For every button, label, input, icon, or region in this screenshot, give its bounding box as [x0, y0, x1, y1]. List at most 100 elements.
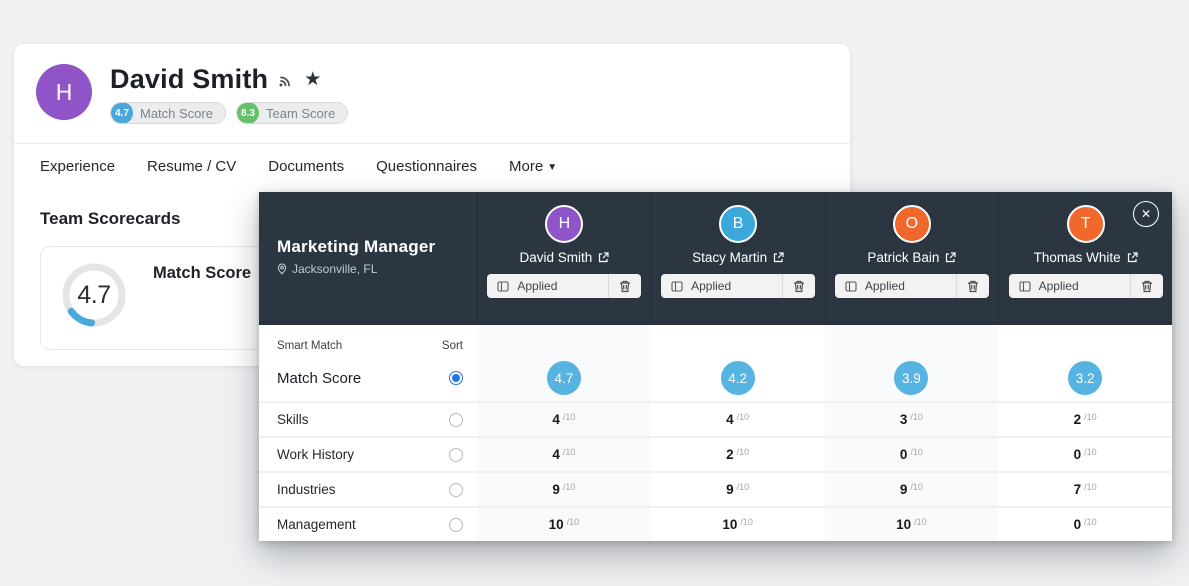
match-score-circle: 4.2 — [720, 361, 755, 395]
trash-icon[interactable] — [957, 274, 989, 298]
tab-questionnaires[interactable]: Questionnaires — [376, 158, 478, 175]
score-denominator: /10 — [736, 446, 750, 457]
avatar: H — [545, 205, 584, 243]
application-status-dropdown[interactable]: Applied — [1008, 274, 1163, 298]
table-row-skills: Skills 4/10 4/10 3/10 2/10 — [259, 401, 1172, 436]
group-label: Smart Match — [277, 340, 343, 352]
score-denominator: /10 — [910, 481, 923, 492]
team-score-badge-label: Team Score — [265, 105, 336, 121]
table-row-management: Management 10/10 10/10 10/10 0/10 — [259, 506, 1172, 541]
tab-resume-cv[interactable]: Resume / CV — [147, 158, 237, 175]
score-value: 4 — [552, 447, 560, 462]
score-denominator: /10 — [910, 411, 923, 422]
trash-icon[interactable] — [1131, 274, 1163, 298]
application-status-dropdown[interactable]: Applied — [661, 274, 816, 298]
score-denominator: /10 — [914, 516, 927, 527]
close-icon[interactable]: ✕ — [1133, 201, 1159, 227]
score-value: 3 — [899, 412, 908, 427]
row-label: Match Score — [277, 369, 362, 387]
external-link-icon — [1127, 252, 1138, 263]
candidate-name-link[interactable]: Thomas White — [1034, 250, 1138, 265]
avatar: B — [719, 205, 758, 243]
sort-radio-industries[interactable] — [449, 482, 463, 497]
gauge-label: Match Score — [153, 264, 252, 282]
section-title: Team Scorecards — [40, 209, 181, 228]
match-score-badge-label: Match Score — [140, 105, 213, 121]
score-value: 2 — [726, 447, 734, 462]
score-denominator: /10 — [562, 411, 576, 422]
score-value: 10 — [722, 517, 738, 532]
external-link-icon — [773, 252, 784, 263]
score-denominator: /10 — [1084, 516, 1097, 527]
score-denominator: /10 — [562, 481, 576, 492]
overlay-header: Marketing Manager Jacksonville, FL H Dav… — [259, 192, 1172, 325]
score-value: 2 — [1073, 412, 1082, 427]
match-score-circle: 4.7 — [546, 361, 581, 395]
pipeline-stage-icon — [1019, 280, 1031, 292]
sort-radio-skills[interactable] — [449, 412, 463, 427]
score-denominator: /10 — [736, 411, 750, 422]
score-value: 4 — [726, 412, 734, 427]
score-denominator: /10 — [1084, 411, 1097, 422]
trash-icon[interactable] — [783, 274, 815, 298]
pipeline-stage-icon — [671, 280, 683, 292]
match-score-gauge: 4.7 — [61, 262, 127, 328]
tab-documents[interactable]: Documents — [268, 158, 345, 175]
score-value: 9 — [899, 482, 908, 497]
score-value: 10 — [548, 517, 564, 532]
candidate-name-link[interactable]: Patrick Bain — [867, 250, 956, 265]
chevron-down-icon: ▼ — [547, 162, 558, 173]
pipeline-stage-icon — [497, 280, 509, 292]
match-score-badge: 4.7 Match Score — [110, 102, 226, 124]
score-value: 0 — [899, 447, 908, 462]
row-label: Management — [277, 517, 356, 532]
application-status-dropdown[interactable]: Applied — [487, 274, 642, 298]
row-label: Work History — [277, 447, 355, 462]
team-scorecard-overlay: Marketing Manager Jacksonville, FL H Dav… — [259, 192, 1172, 541]
favorite-star-icon[interactable]: ★ — [304, 69, 322, 90]
score-denominator: /10 — [1084, 481, 1097, 492]
profile-header: H David Smith ★ 4.7 Match Score — [14, 44, 850, 143]
candidate-name-link[interactable]: David Smith — [519, 250, 609, 265]
application-status-dropdown[interactable]: Applied — [834, 274, 989, 298]
table-row-match-score: Match Score 4.7 4.2 3.9 3.2 — [259, 355, 1172, 401]
row-label: Industries — [277, 482, 336, 497]
table-header-row: Smart Match Sort — [259, 325, 1172, 355]
sort-radio-match-score[interactable] — [449, 371, 463, 385]
tab-experience[interactable]: Experience — [40, 158, 116, 175]
sort-radio-management[interactable] — [449, 517, 463, 532]
score-value: 9 — [726, 482, 734, 497]
score-value: 0 — [1073, 447, 1082, 462]
candidate-column-header: T Thomas White Applied — [998, 192, 1172, 321]
profile-tabs: Experience Resume / CV Documents Questio… — [14, 143, 850, 189]
score-value: 0 — [1073, 517, 1082, 532]
score-denominator: /10 — [736, 481, 750, 492]
score-denominator: /10 — [740, 516, 753, 527]
row-label: Skills — [277, 412, 309, 427]
team-score-badge: 8.3 Team Score — [235, 102, 349, 124]
feed-icon[interactable] — [278, 72, 294, 88]
trash-icon[interactable] — [609, 274, 641, 298]
avatar: H — [36, 64, 92, 120]
sort-column-label: Sort — [441, 340, 463, 352]
avatar: O — [892, 205, 931, 243]
score-value: 4 — [552, 412, 560, 427]
tab-more[interactable]: More ▼ — [509, 158, 558, 175]
score-value: 7 — [1073, 482, 1082, 497]
location-pin-icon — [277, 263, 287, 275]
external-link-icon — [598, 252, 609, 263]
candidate-name-link[interactable]: Stacy Martin — [692, 250, 784, 265]
score-value: 10 — [896, 517, 912, 532]
pipeline-stage-icon — [845, 280, 857, 292]
score-denominator: /10 — [910, 446, 923, 457]
match-score-circle: 3.9 — [894, 361, 929, 395]
score-value: 9 — [552, 482, 560, 497]
candidate-column-header: H David Smith Applied — [477, 192, 651, 321]
team-score-badge-value: 8.3 — [236, 103, 259, 123]
job-title: Marketing Manager — [277, 237, 436, 256]
score-denominator: /10 — [1084, 446, 1097, 457]
external-link-icon — [945, 252, 956, 263]
sort-radio-work-history[interactable] — [449, 447, 463, 462]
scorecard-table: Smart Match Sort Match Score 4.7 4.2 3.9… — [259, 325, 1172, 541]
match-score-circle: 3.2 — [1068, 361, 1103, 395]
